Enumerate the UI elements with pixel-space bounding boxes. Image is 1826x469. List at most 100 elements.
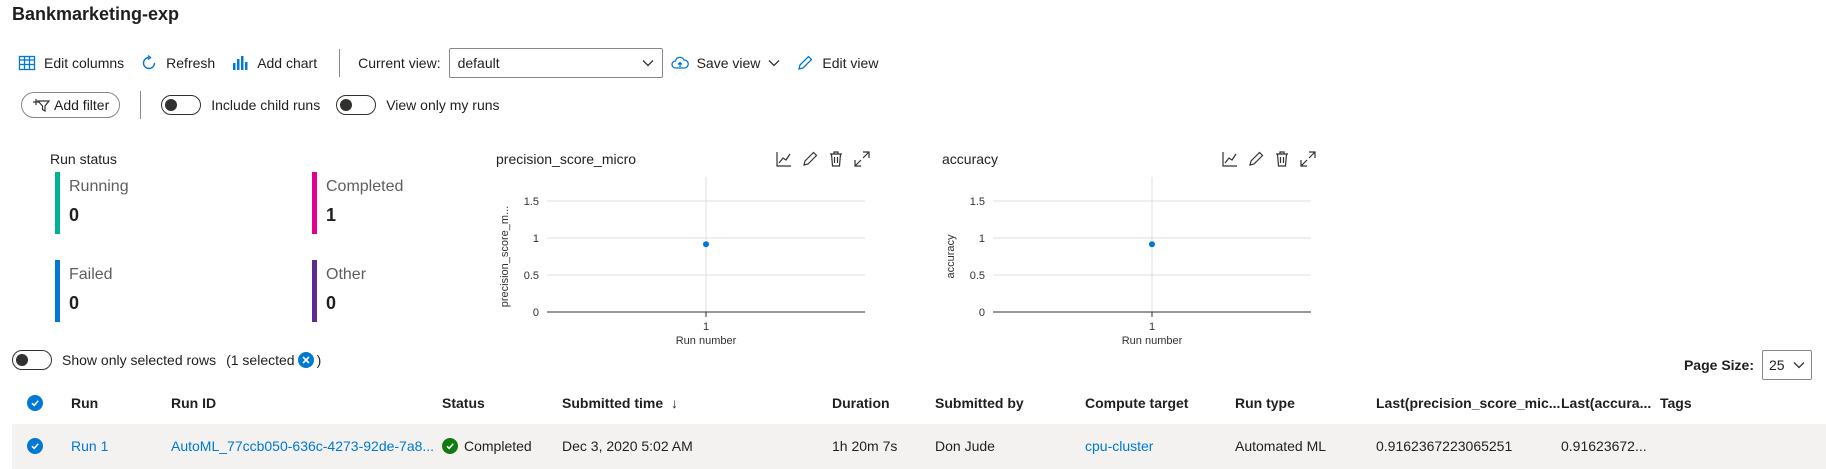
clear-selection-icon[interactable] [297, 352, 314, 368]
refresh-icon [142, 54, 156, 70]
filter-divider [140, 91, 142, 119]
completed-check-icon [442, 438, 458, 454]
chevron-down-icon[interactable] [768, 59, 780, 67]
pencil-icon[interactable] [801, 150, 819, 168]
page-size-dropdown[interactable]: 25 [1762, 350, 1812, 380]
status-bar [55, 172, 60, 234]
status-label: Other [326, 266, 367, 283]
refresh-button[interactable]: Refresh [140, 54, 215, 72]
chevron-down-icon [642, 60, 654, 67]
edit-columns-label: Edit columns [44, 55, 125, 71]
refresh-label: Refresh [166, 55, 216, 71]
show-only-selected-label: Show only selected rows [62, 352, 217, 368]
data-point [703, 241, 709, 248]
status-bar [312, 172, 317, 234]
y-tick-label: 0.5 [524, 270, 539, 282]
status-count: 0 [326, 293, 337, 313]
column-header-compute-target[interactable]: Compute target [1085, 395, 1189, 411]
pencil-icon [798, 55, 813, 70]
table-columns-icon [18, 55, 36, 71]
trash-icon[interactable] [1273, 150, 1291, 168]
toolbar-divider [339, 49, 341, 77]
cloud-upload-icon [670, 56, 689, 69]
add-filter-label: Add filter [54, 97, 110, 113]
page-size-control: Page Size: 25 [1684, 350, 1812, 380]
submitted-time-cell: Dec 3, 2020 5:02 AM [562, 438, 693, 454]
status-label: Completed [326, 178, 404, 195]
status-label: Failed [69, 266, 113, 283]
chart-precision-score-micro: 0 0.5 1 1.5 1 Run number precision_score_m... [499, 177, 865, 347]
show-only-selected-toggle[interactable] [12, 350, 52, 370]
y-tick-label: 1.5 [970, 196, 985, 208]
run-type-cell: Automated ML [1235, 438, 1327, 454]
column-header-run-type[interactable]: Run type [1235, 395, 1295, 411]
line-chart-icon[interactable] [775, 150, 793, 168]
column-header-tags[interactable]: Tags [1660, 395, 1692, 411]
run-link[interactable]: Run 1 [71, 438, 109, 454]
y-tick-label: 0 [533, 307, 539, 319]
add-chart-label: Add chart [257, 55, 318, 71]
expand-icon[interactable] [1299, 150, 1317, 168]
select-all-checkbox[interactable] [27, 395, 43, 411]
status-completed: Completed 1 [312, 172, 452, 234]
column-header-run[interactable]: Run [71, 395, 99, 411]
y-axis-label: precision_score_m... [499, 206, 511, 308]
column-header-duration[interactable]: Duration [832, 395, 890, 411]
page-size-label: Page Size: [1683, 357, 1754, 373]
line-chart-icon[interactable] [1221, 150, 1239, 168]
pencil-icon[interactable] [1247, 150, 1265, 168]
add-filter-button[interactable]: Add filter [21, 92, 121, 118]
selected-count-close: ) [316, 352, 322, 368]
current-view-dropdown[interactable]: default [448, 48, 663, 78]
table-row[interactable] [12, 424, 1826, 469]
current-view-label: Current view: [358, 55, 441, 71]
selection-bar: Show only selected rows (1 selected ) [12, 350, 321, 370]
last-accuracy-cell: 0.91623672... [1561, 438, 1647, 454]
status-count: 1 [326, 205, 337, 225]
compute-target-link[interactable]: cpu-cluster [1085, 438, 1154, 454]
save-view-button[interactable]: Save view [670, 54, 781, 72]
x-tick-label: 1 [703, 321, 709, 333]
trash-icon[interactable] [827, 150, 845, 168]
x-axis-label: Run number [1122, 335, 1183, 347]
column-header-submitted-time[interactable]: Submitted time ↓ [562, 395, 678, 411]
chart-title: accuracy [942, 151, 999, 167]
status-failed: Failed 0 [55, 260, 195, 322]
column-header-last-accuracy[interactable]: Last(accura... [1561, 395, 1652, 411]
status-count: 0 [69, 205, 80, 225]
duration-cell: 1h 20m 7s [832, 438, 898, 454]
status-label: Running [69, 178, 129, 195]
run-status-title: Run status [50, 151, 117, 167]
column-header-last-precision[interactable]: Last(precision_score_mic... [1376, 395, 1561, 411]
include-child-runs-label: Include child runs [211, 97, 321, 113]
view-only-my-runs-label: View only my runs [386, 97, 500, 113]
filter-bar: Add filter Include child runs View only … [21, 91, 516, 119]
status-other: Other 0 [312, 260, 452, 322]
status-bar [312, 260, 317, 322]
row-checkbox[interactable] [27, 438, 43, 454]
chart-accuracy: 0 0.5 1 1.5 1 Run number accuracy [945, 177, 1311, 347]
y-tick-label: 0.5 [970, 270, 985, 282]
last-precision-cell: 0.9162367223065251 [1376, 438, 1513, 454]
include-child-runs-toggle[interactable] [161, 95, 202, 115]
column-header-status[interactable]: Status [442, 395, 485, 411]
column-header-run-id[interactable]: Run ID [171, 395, 217, 411]
chart-actions [775, 150, 871, 168]
page-size-value: 25 [1769, 357, 1785, 373]
status-count: 0 [69, 293, 80, 313]
expand-icon[interactable] [853, 150, 871, 168]
submitted-time-label: Submitted time [562, 395, 664, 411]
chevron-down-icon [1793, 362, 1805, 369]
current-view-value: default [457, 55, 500, 71]
edit-view-button[interactable]: Edit view [796, 54, 878, 72]
y-tick-label: 1 [533, 233, 539, 245]
view-only-my-runs-toggle[interactable] [336, 95, 377, 115]
submitted-by-cell: Don Jude [935, 438, 995, 454]
bar-chart-icon [233, 56, 248, 70]
run-id-link[interactable]: AutoML_77ccb050-636c-4273-92de-7a8... [171, 438, 435, 454]
y-tick-label: 1.5 [524, 196, 539, 208]
edit-columns-button[interactable]: Edit columns [18, 54, 124, 72]
add-chart-button[interactable]: Add chart [231, 54, 317, 72]
selected-count: (1 selected [226, 352, 295, 368]
column-header-submitted-by[interactable]: Submitted by [935, 395, 1024, 411]
